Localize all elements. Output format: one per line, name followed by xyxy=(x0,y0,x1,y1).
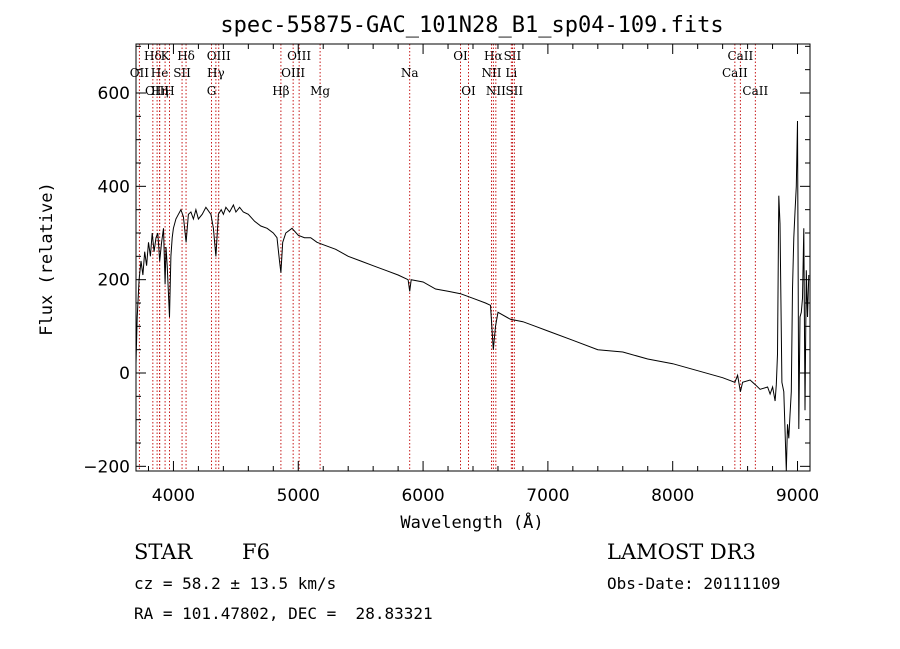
emission-line-label: Hα xyxy=(484,49,503,63)
axis-ticks: 4000 5000 6000 7000 8000 9000 −200 0 200 400 600 xyxy=(83,44,819,506)
emission-line-label: Na xyxy=(401,66,419,80)
object-type: STAR xyxy=(134,540,193,564)
coordinates-text: RA = 101.47802, DEC = 28.83321 xyxy=(134,604,433,623)
emission-line-label: CaII xyxy=(722,66,748,80)
emission-line-label: Hγ xyxy=(207,66,225,80)
emission-line-label: OIII xyxy=(281,66,305,80)
emission-line-label: CaII xyxy=(742,84,768,98)
object-subclass: F6 xyxy=(242,540,270,564)
emission-line-label: OI xyxy=(453,49,468,63)
x-tick-label: 4000 xyxy=(152,486,195,506)
redshift-text: cz = 58.2 ± 13.5 km/s xyxy=(134,574,337,593)
emission-line-label: Hδ xyxy=(177,49,195,63)
y-tick-label: 400 xyxy=(98,177,130,197)
emission-line-label: K xyxy=(161,49,171,63)
y-axis-label: Flux (relative) xyxy=(37,182,57,336)
emission-line-label: SII xyxy=(505,84,523,98)
emission-line-label: NII xyxy=(481,66,501,80)
emission-line-label: SII xyxy=(173,66,191,80)
emission-line-label: CaII xyxy=(727,49,753,63)
x-tick-label: 5000 xyxy=(277,486,320,506)
x-tick-label: 7000 xyxy=(526,486,569,506)
emission-line-label: Li xyxy=(505,66,517,80)
emission-line-label: OII xyxy=(130,66,150,80)
spectrum-line xyxy=(135,120,810,472)
emission-line-label: OIII xyxy=(145,84,169,98)
emission-line-label: OI xyxy=(461,84,476,98)
emission-line-label: H xyxy=(164,84,174,98)
y-tick-label: −200 xyxy=(83,457,130,477)
emission-line-label: G xyxy=(207,84,217,98)
plot-frame xyxy=(135,43,811,472)
emission-line-label: Mg xyxy=(310,84,330,98)
y-tick-label: 200 xyxy=(98,271,130,291)
emission-line-label: OIII xyxy=(287,49,311,63)
y-tick-label: 0 xyxy=(119,364,130,384)
emission-line-label: Hδ xyxy=(144,49,162,63)
emission-line-label: NII xyxy=(486,84,506,98)
x-tick-label: 9000 xyxy=(776,486,819,506)
emission-line-label: OIII xyxy=(207,49,231,63)
y-tick-label: 600 xyxy=(98,84,130,104)
emission-line-label: Hη xyxy=(151,84,169,98)
emission-line-label: Hβ xyxy=(272,84,289,98)
chart-title: spec-55875-GAC_101N28_B1_sp04-109.fits xyxy=(220,13,723,38)
x-tick-label: 8000 xyxy=(651,486,694,506)
observation-date: Obs-Date: 20111109 xyxy=(607,574,781,593)
survey-name: LAMOST DR3 xyxy=(607,540,756,564)
emission-line-label: SII xyxy=(504,49,522,63)
x-tick-label: 6000 xyxy=(401,486,444,506)
x-axis-label: Wavelength (Å) xyxy=(400,511,543,533)
